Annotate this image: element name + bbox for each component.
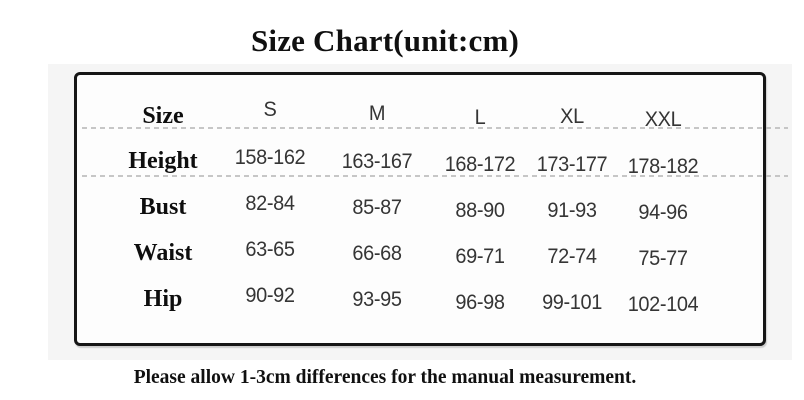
size-cell: 69-71 bbox=[455, 245, 505, 268]
size-cell: 173-177 bbox=[536, 153, 608, 176]
row-label: Bust bbox=[139, 194, 187, 220]
size-cell: 66-68 bbox=[352, 242, 402, 265]
header-row-separator bbox=[82, 127, 788, 129]
size-cell: 90-92 bbox=[245, 284, 295, 307]
size-cell: 88-90 bbox=[455, 199, 505, 222]
size-cell: 158-162 bbox=[234, 146, 306, 169]
size-cell: 99-101 bbox=[542, 291, 602, 314]
row-label: Waist bbox=[133, 240, 193, 266]
measurement-note: Please allow 1-3cm differences for the m… bbox=[133, 367, 637, 388]
size-cell: 82-84 bbox=[245, 192, 295, 215]
size-cell: 85-87 bbox=[352, 196, 402, 219]
size-table-frame bbox=[74, 72, 766, 346]
size-cell: 96-98 bbox=[455, 291, 505, 314]
size-cell: 91-93 bbox=[547, 199, 597, 222]
column-header: S bbox=[263, 98, 277, 121]
size-cell: 178-182 bbox=[627, 155, 699, 178]
column-header: L bbox=[474, 106, 486, 129]
size-cell: 93-95 bbox=[352, 288, 402, 311]
size-cell: 102-104 bbox=[627, 293, 699, 316]
size-cell: 168-172 bbox=[444, 153, 516, 176]
column-header: XXL bbox=[644, 108, 682, 131]
chart-title: Size Chart(unit:cm) bbox=[250, 23, 520, 58]
size-cell: 63-65 bbox=[245, 238, 295, 261]
row-label: Height bbox=[128, 148, 198, 174]
column-header: XL bbox=[560, 105, 584, 128]
size-cell: 72-74 bbox=[547, 245, 597, 268]
row-label: Hip bbox=[143, 286, 183, 312]
height-row-separator bbox=[82, 175, 788, 177]
size-cell: 94-96 bbox=[638, 201, 688, 224]
size-header-label: Size bbox=[142, 103, 184, 129]
column-header: M bbox=[368, 102, 386, 125]
size-cell: 75-77 bbox=[638, 247, 688, 270]
size-cell: 163-167 bbox=[341, 150, 413, 173]
